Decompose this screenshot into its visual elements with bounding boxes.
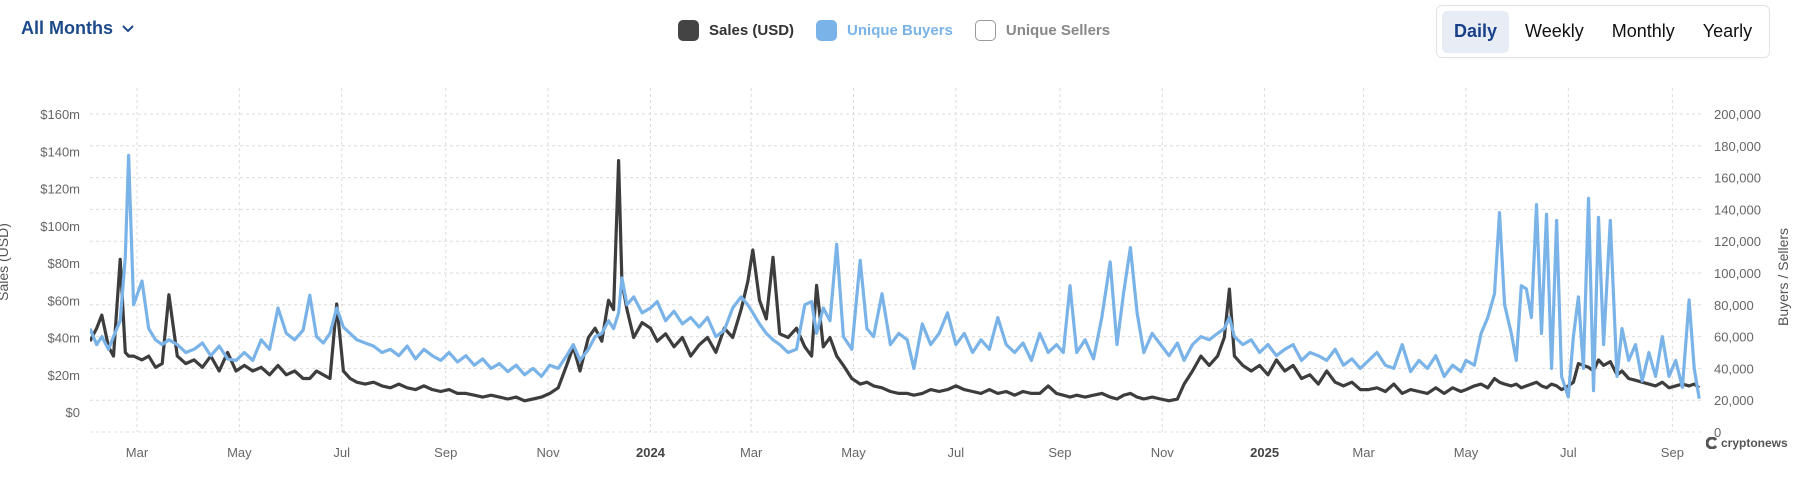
y-left-tick-label: $80m [47,256,80,271]
legend-label-sales: Sales (USD) [709,22,795,39]
x-tick-label: Mar [1352,445,1375,460]
x-tick-label: Sep [1048,445,1071,460]
y-left-tick-label: $0 [66,405,80,420]
y-left-tick-label: $20m [47,368,80,383]
period-yearly-button[interactable]: Yearly [1702,21,1753,41]
y-right-tick-label: 0 [1714,425,1721,440]
cryptonews-watermark: cryptonews [1706,436,1788,450]
buyers-swatch-icon [816,20,838,41]
x-tick-label: Nov [1151,445,1175,460]
x-tick-label: 2025 [1250,445,1279,460]
legend-item-unique-sellers[interactable]: Unique Sellers [974,20,1111,41]
x-tick-label: 2024 [636,445,666,460]
x-tick-label: Mar [740,445,763,460]
period-weekly-button[interactable]: Weekly [1525,21,1584,41]
x-tick-label: May [841,445,866,460]
legend-label-unique-sellers: Unique Sellers [1005,22,1111,39]
y-right-tick-label: 120,000 [1714,234,1761,249]
x-tick-label: Jul [1560,445,1577,460]
y-left-tick-label: $120m [40,182,80,197]
x-tick-label: May [1454,445,1479,460]
x-tick-label: Nov [537,445,561,460]
y-left-tick-label: $60m [47,293,80,308]
y-right-tick-label: 100,000 [1714,266,1761,281]
month-range-label: All Months [21,18,113,38]
x-tick-label: Sep [434,445,457,460]
y-left-tick-label: $160m [40,107,80,122]
sales-usd-line [90,159,1701,403]
y-left-tick-label: $140m [40,144,80,159]
y-right-tick-label: 20,000 [1714,393,1754,408]
y-right-tick-label: 160,000 [1714,171,1761,186]
chevron-down-icon [122,24,134,32]
y-right-tick-label: 60,000 [1714,330,1754,345]
x-tick-label: Sep [1661,445,1684,460]
x-tick-label: May [227,445,252,460]
chart-legend: Sales (USD) Unique Buyers Unique Sellers [678,20,1110,41]
x-tick-label: Mar [126,445,149,460]
y-right-axis-title: Buyers / Sellers [1775,228,1791,326]
y-right-tick-label: 200,000 [1714,107,1761,122]
legend-item-sales[interactable]: Sales (USD) [678,20,794,41]
unique-buyers-line [90,153,1701,399]
y-right-tick-label: 80,000 [1714,298,1754,313]
sellers-swatch-icon [974,20,996,41]
y-right-tick-label: 140,000 [1714,202,1761,217]
y-left-axis-title: Sales (USD) [0,223,11,301]
x-tick-label: Jul [948,445,965,460]
y-right-tick-label: 40,000 [1714,361,1754,376]
legend-label-unique-buyers: Unique Buyers [847,22,953,39]
period-daily-button[interactable]: Daily [1442,10,1510,53]
watermark-text: cryptonews [1721,436,1788,450]
y-left-tick-label: $100m [40,219,80,234]
cryptonews-logo-icon [1706,437,1718,449]
period-monthly-button[interactable]: Monthly [1611,21,1675,41]
sales-swatch-icon [678,20,699,41]
period-toggle-group: Daily Weekly Monthly Yearly [1436,5,1770,58]
legend-item-unique-buyers[interactable]: Unique Buyers [816,20,953,41]
month-range-dropdown[interactable]: All Months [21,18,135,39]
x-tick-label: Jul [333,445,350,460]
y-right-tick-label: 180,000 [1714,139,1761,154]
y-left-tick-label: $40m [47,331,80,346]
